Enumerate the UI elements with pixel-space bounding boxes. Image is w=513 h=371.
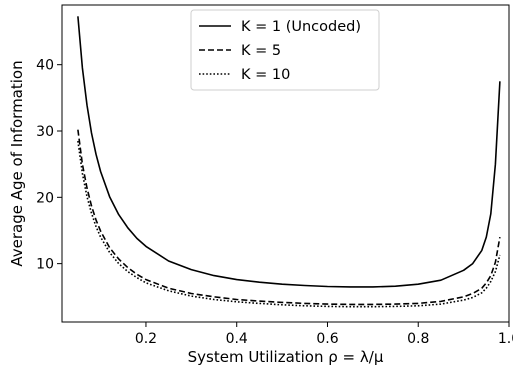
legend-label-3: K = 10 xyxy=(241,67,290,83)
x-tick-label: 0.4 xyxy=(226,331,248,347)
legend: K = 1 (Uncoded) K = 5 K = 10 xyxy=(190,9,380,91)
legend-label-1: K = 1 (Uncoded) xyxy=(241,19,361,35)
x-tick-label: 0.2 xyxy=(135,331,157,347)
x-tick-label: 0.6 xyxy=(316,331,338,347)
series-line-2 xyxy=(77,129,501,306)
x-axis-label: System Utilization ρ = λ/μ xyxy=(188,348,384,366)
series-layer xyxy=(77,16,501,308)
x-tick-label: 0.8 xyxy=(407,331,429,347)
y-tick-label: 40 xyxy=(36,58,54,74)
y-tick-label: 10 xyxy=(36,257,54,273)
y-tick-label: 30 xyxy=(36,124,54,140)
series-line-3 xyxy=(77,140,501,308)
series-line-1 xyxy=(77,16,501,288)
x-tick-label: 1.0 xyxy=(498,331,513,347)
legend-box xyxy=(190,9,380,91)
y-tick-label: 20 xyxy=(36,190,54,206)
y-axis-ticks: 10 20 30 40 xyxy=(36,58,62,273)
y-axis-label: Average Age of Information xyxy=(8,60,26,266)
x-axis-ticks: 0.2 0.4 0.6 0.8 1.0 xyxy=(135,322,513,347)
legend-label-2: K = 5 xyxy=(241,43,281,59)
plot-frame xyxy=(61,4,510,323)
